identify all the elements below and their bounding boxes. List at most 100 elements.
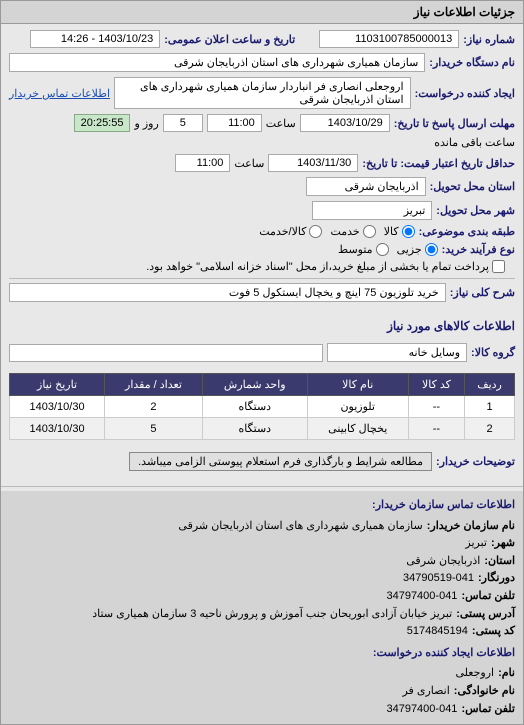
c-tel-value: 34797400-041 [386,588,457,606]
shomare-niaz-value: 1103100785000013 [319,30,459,48]
col-date: تاریخ نیاز [10,374,105,396]
nam-label: نام: [498,665,515,683]
divider-1 [9,278,515,279]
tabaghe-radio-group: کالا خدمت کالا/خدمت [259,225,414,238]
row-tabaghe: طبقه بندی موضوعی: کالا خدمت کالا/خدمت [9,225,515,238]
radio-jozi-input[interactable] [425,243,438,256]
ostan-label: استان محل تحویل: [430,180,515,193]
pardakht-checkbox[interactable]: پرداخت تمام یا بخشی از مبلغ خرید،از محل … [146,260,505,273]
radio-kala-input[interactable] [402,225,415,238]
contact-header-2: اطلاعات ایجاد کننده درخواست: [9,645,515,663]
contact-section: اطلاعات تماس سازمان خریدار: نام سازمان خ… [1,491,523,724]
etelaat-link[interactable]: اطلاعات تماس خریدار [9,87,110,100]
tarikh-elan-value: 1403/10/23 - 14:26 [30,30,160,48]
cell: دستگاه [202,418,307,440]
radio-kala-label: کالا [384,225,399,238]
col-code: کد کالا [408,374,464,396]
contact-shahr: شهر: تبریز [9,535,515,553]
row-dastgah: نام دستگاه خریدار: سازمان همیاری شهرداری… [9,53,515,72]
col-name: نام کالا [307,374,408,396]
ostan-value: اذربایجان شرقی [306,177,426,196]
contact-tel2: تلفن تماس: 34797400-041 [9,701,515,719]
baghi-label: ساعت باقی مانده [434,136,515,149]
radio-khadamat-input[interactable] [363,225,376,238]
radio-kala[interactable]: کالا [384,225,415,238]
hadaghal-label: حداقل تاریخ اعتبار قیمت: تا تاریخ: [362,157,515,170]
tozihat-button[interactable]: مطالعه شرایط و بارگذاری فرم استعلام پیوس… [129,452,432,471]
table-header-row: ردیف کد کالا نام کالا واحد شمارش تعداد /… [10,374,515,396]
col-qty: تعداد / مقدار [105,374,203,396]
row-goroh: گروه کالا: وسایل خانه [9,343,515,362]
ijad-value: اروجعلی انصاری فر انباردار سازمان همیاری… [114,77,411,109]
cell: 5 [105,418,203,440]
dorngar-value: 34790519-041 [403,570,474,588]
tozihat-label: توضیحات خریدار: [436,455,515,468]
cell: -- [408,396,464,418]
baghi-time: 20:25:55 [74,114,131,132]
radio-motevaset-input[interactable] [376,243,389,256]
table-row: 1 -- تلوزیون دستگاه 2 1403/10/30 [10,396,515,418]
row-ijad: ایجاد کننده درخواست: اروجعلی انصاری فر ا… [9,77,515,109]
goroh-section: گروه کالا: وسایل خانه [1,337,523,373]
radio-kala-khadamat-input[interactable] [309,225,322,238]
radio-khadamat-label: خدمت [330,225,359,238]
cell: 1403/10/30 [10,418,105,440]
contact-tel: تلفن تماس: 34797400-041 [9,588,515,606]
sharh-label: شرح کلی نیاز: [450,286,515,299]
saat-label-1: ساعت [266,117,296,130]
name-sazman-label: نام سازمان خریدار: [427,518,515,536]
goroh-label: گروه کالا: [471,346,515,359]
shahr-value: تبریز [312,201,432,220]
goroh-extra [9,344,323,362]
adres-label: آدرس پستی: [456,606,515,624]
adres-value: تبریز خیابان آزادی ابوریحان جنب آموزش و … [92,606,452,624]
rooz-value: 5 [163,114,203,132]
hadaghal-date: 1403/11/30 [268,154,358,172]
row-mohlat: مهلت ارسال پاسخ تا تاریخ: 1403/10/29 ساع… [9,114,515,149]
c-ostan-value: اذربایجان شرقی [406,553,480,571]
radio-khadamat[interactable]: خدمت [330,225,375,238]
col-unit: واحد شمارش [202,374,307,396]
mohlat-saat: 11:00 [207,114,262,132]
table-section-header: اطلاعات کالاهای مورد نیاز [9,319,515,333]
pardakht-checkbox-input[interactable] [492,260,505,273]
contact-ostan: استان: اذربایجان شرقی [9,553,515,571]
cell: دستگاه [202,396,307,418]
radio-motevaset[interactable]: متوسط [338,243,389,256]
contact-dorngar: دورنگار: 34790519-041 [9,570,515,588]
divider-2 [1,486,523,487]
title-bar: جزئیات اطلاعات نیاز [1,1,523,24]
sharh-value: خرید تلوزیون 75 اینچ و یخچال ایستکول 5 ف… [9,283,446,302]
farayand-radio-group: جزیی متوسط [338,243,438,256]
kodposti-value: 5174845194 [407,623,468,641]
contact-name-sazman: نام سازمان خریدار: سازمان همیاری شهرداری… [9,518,515,536]
tarikh-elan-label: تاریخ و ساعت اعلان عمومی: [164,33,295,46]
table-row: 2 -- یخچال کابینی دستگاه 5 1403/10/30 [10,418,515,440]
contact-adres: آدرس پستی: تبریز خیابان آزادی ابوریحان ج… [9,606,515,624]
radio-jozi[interactable]: جزیی [397,243,438,256]
contact-nam: نام: اروجعلی [9,665,515,683]
cell: 1 [465,396,515,418]
cell: 1403/10/30 [10,396,105,418]
tozihat-section: توضیحات خریدار: مطالعه شرایط و بارگذاری … [1,446,523,482]
main-container: جزئیات اطلاعات نیاز شماره نیاز: 11031007… [0,0,524,725]
c-ostan-label: استان: [484,553,515,571]
shomare-niaz-label: شماره نیاز: [463,33,515,46]
radio-kala-khadamat-label: کالا/خدمت [259,225,306,238]
cell: 2 [465,418,515,440]
family-value: انصاری فر [402,683,449,701]
ijad-label: ایجاد کننده درخواست: [415,87,515,100]
details-section: شماره نیاز: 1103100785000013 تاریخ و ساع… [1,24,523,313]
dastgah-value: سازمان همیاری شهرداری های استان اذربایجا… [9,53,425,72]
c-tel-label: تلفن تماس: [461,588,515,606]
mohlat-date: 1403/10/29 [300,114,390,132]
row-shomare: شماره نیاز: 1103100785000013 تاریخ و ساع… [9,30,515,48]
tabaghe-label: طبقه بندی موضوعی: [419,225,515,238]
row-farayand: نوع فرآیند خرید: جزیی متوسط پرداخت تمام … [9,243,515,273]
goroh-value: وسایل خانه [327,343,467,362]
saat-label-2: ساعت [234,157,264,170]
row-ostan: استان محل تحویل: اذربایجان شرقی [9,177,515,196]
row-shahr: شهر محل تحویل: تبریز [9,201,515,220]
radio-kala-khadamat[interactable]: کالا/خدمت [259,225,322,238]
hadaghal-saat: 11:00 [175,154,230,172]
